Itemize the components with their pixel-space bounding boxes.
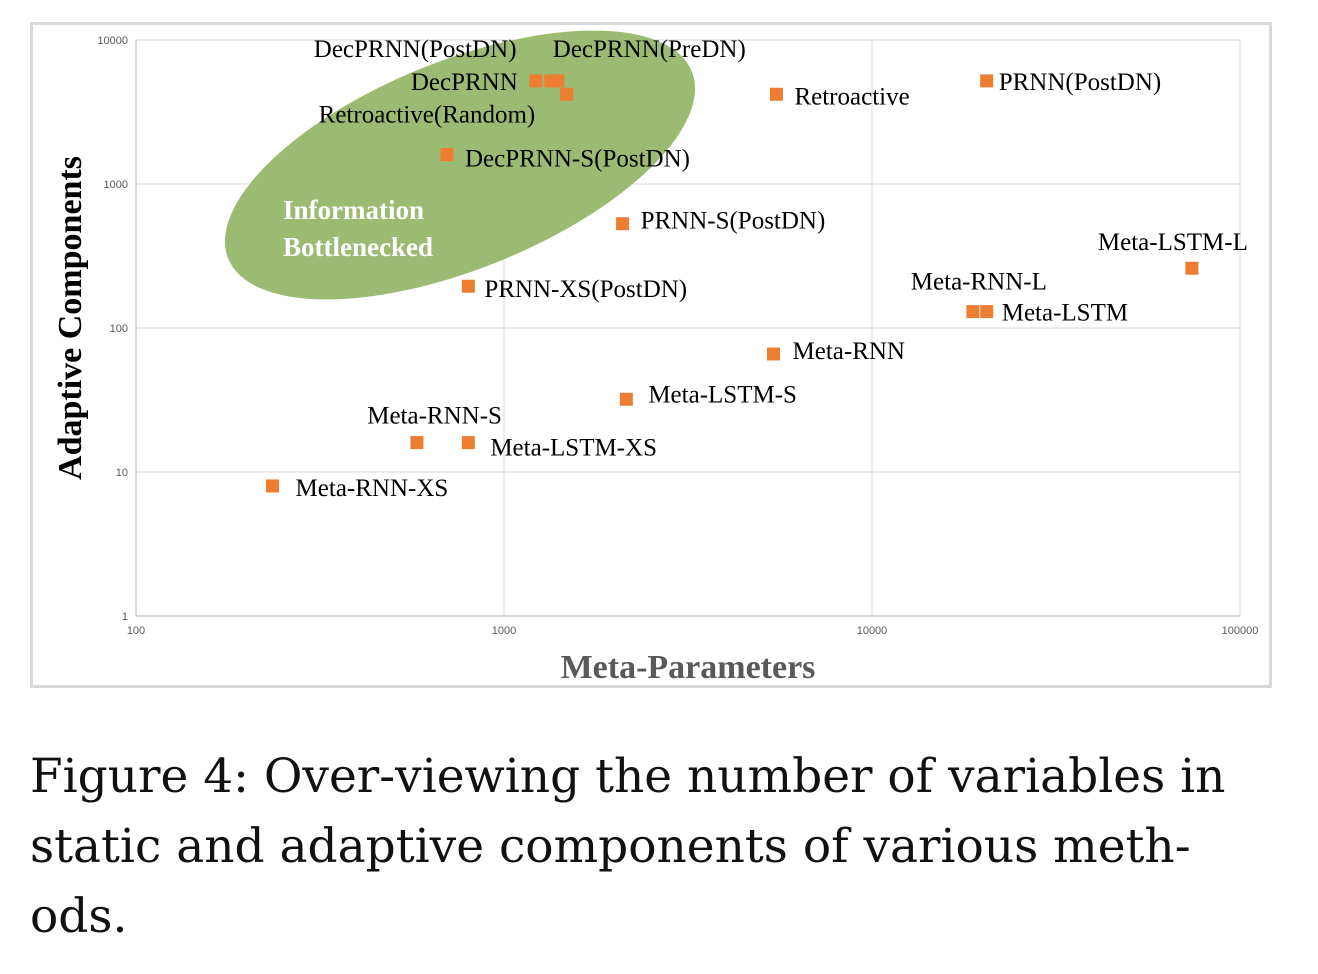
label-prnn-postdn: PRNN(PostDN)	[999, 69, 1162, 96]
y-tick-label: 10000	[97, 35, 128, 47]
caption-line-1: Figure 4: Over-viewing the number of var…	[30, 749, 1226, 804]
x-tick-label: 10000	[857, 625, 888, 637]
marker-prnn-xs-postdn	[461, 279, 475, 293]
scatter-chart: 100 1000 10000 100000 1 10 100 1000 10000 Informa…	[52, 30, 1259, 685]
caption-line-2: static and adaptive components of variou…	[30, 819, 1191, 874]
marker-decprnn	[544, 74, 558, 88]
information-bottleneck-region	[224, 30, 696, 300]
marker-meta-rnn-s	[410, 436, 424, 450]
figure-caption: Figure 4: Over-viewing the number of var…	[30, 742, 1300, 952]
label-decprnn-predn: DecPRNN(PreDN)	[553, 36, 746, 63]
label-meta-rnn-xs: Meta-RNN-XS	[296, 475, 449, 502]
marker-meta-rnn-xs	[266, 479, 280, 493]
marker-decprnn-postdn	[529, 74, 543, 88]
y-tick-label: 100	[110, 323, 128, 335]
chart-frame: 100 1000 10000 100000 1 10 100 1000 10000 Informa…	[30, 22, 1272, 688]
marker-meta-lstm	[980, 305, 994, 319]
marker-meta-lstm-l	[1185, 261, 1199, 275]
y-tick-label: 10	[116, 467, 128, 479]
region-label-line-2: Bottlenecked	[283, 232, 433, 262]
y-axis-title: Adaptive Components	[52, 156, 89, 480]
label-decprnn-postdn: DecPRNN(PostDN)	[314, 36, 517, 63]
marker-prnn-postdn	[980, 74, 994, 88]
x-tick-label: 1000	[492, 625, 516, 637]
caption-line-3: ods.	[30, 889, 128, 944]
marker-retroactive	[769, 87, 783, 101]
label-meta-rnn: Meta-RNN	[793, 338, 905, 365]
label-decprnn: DecPRNN	[411, 69, 518, 96]
x-axis-title: Meta-Parameters	[561, 649, 816, 685]
label-meta-lstm-xs: Meta-LSTM-XS	[490, 435, 657, 462]
x-tick-label: 100	[127, 625, 145, 637]
region-label-line-1: Information	[283, 195, 424, 225]
marker-meta-rnn	[767, 347, 781, 361]
y-tick-label: 1	[122, 611, 128, 623]
label-retroactive-random: Retroactive(Random)	[319, 101, 536, 128]
marker-meta-lstm-xs	[461, 436, 475, 450]
label-decprnn-s-postdn: DecPRNN-S(PostDN)	[465, 146, 690, 173]
label-prnn-s-postdn: PRNN-S(PostDN)	[641, 208, 826, 235]
marker-meta-lstm-s	[619, 392, 633, 406]
label-meta-lstm-s: Meta-LSTM-S	[648, 381, 797, 408]
label-meta-lstm-l: Meta-LSTM-L	[1098, 229, 1248, 256]
x-tick-label: 100000	[1222, 625, 1259, 637]
marker-prnn-s-postdn	[616, 217, 630, 231]
label-prnn-xs-postdn: PRNN-XS(PostDN)	[484, 276, 687, 303]
label-retroactive: Retroactive	[794, 83, 909, 110]
marker-meta-rnn-l	[966, 305, 980, 319]
marker-decprnn-s-postdn	[440, 148, 454, 162]
label-meta-lstm: Meta-LSTM	[1002, 300, 1128, 327]
label-meta-rnn-l: Meta-RNN-L	[911, 269, 1047, 296]
y-tick-label: 1000	[104, 179, 128, 191]
marker-retroactive-random	[560, 87, 574, 101]
label-meta-rnn-s: Meta-RNN-S	[367, 403, 502, 430]
